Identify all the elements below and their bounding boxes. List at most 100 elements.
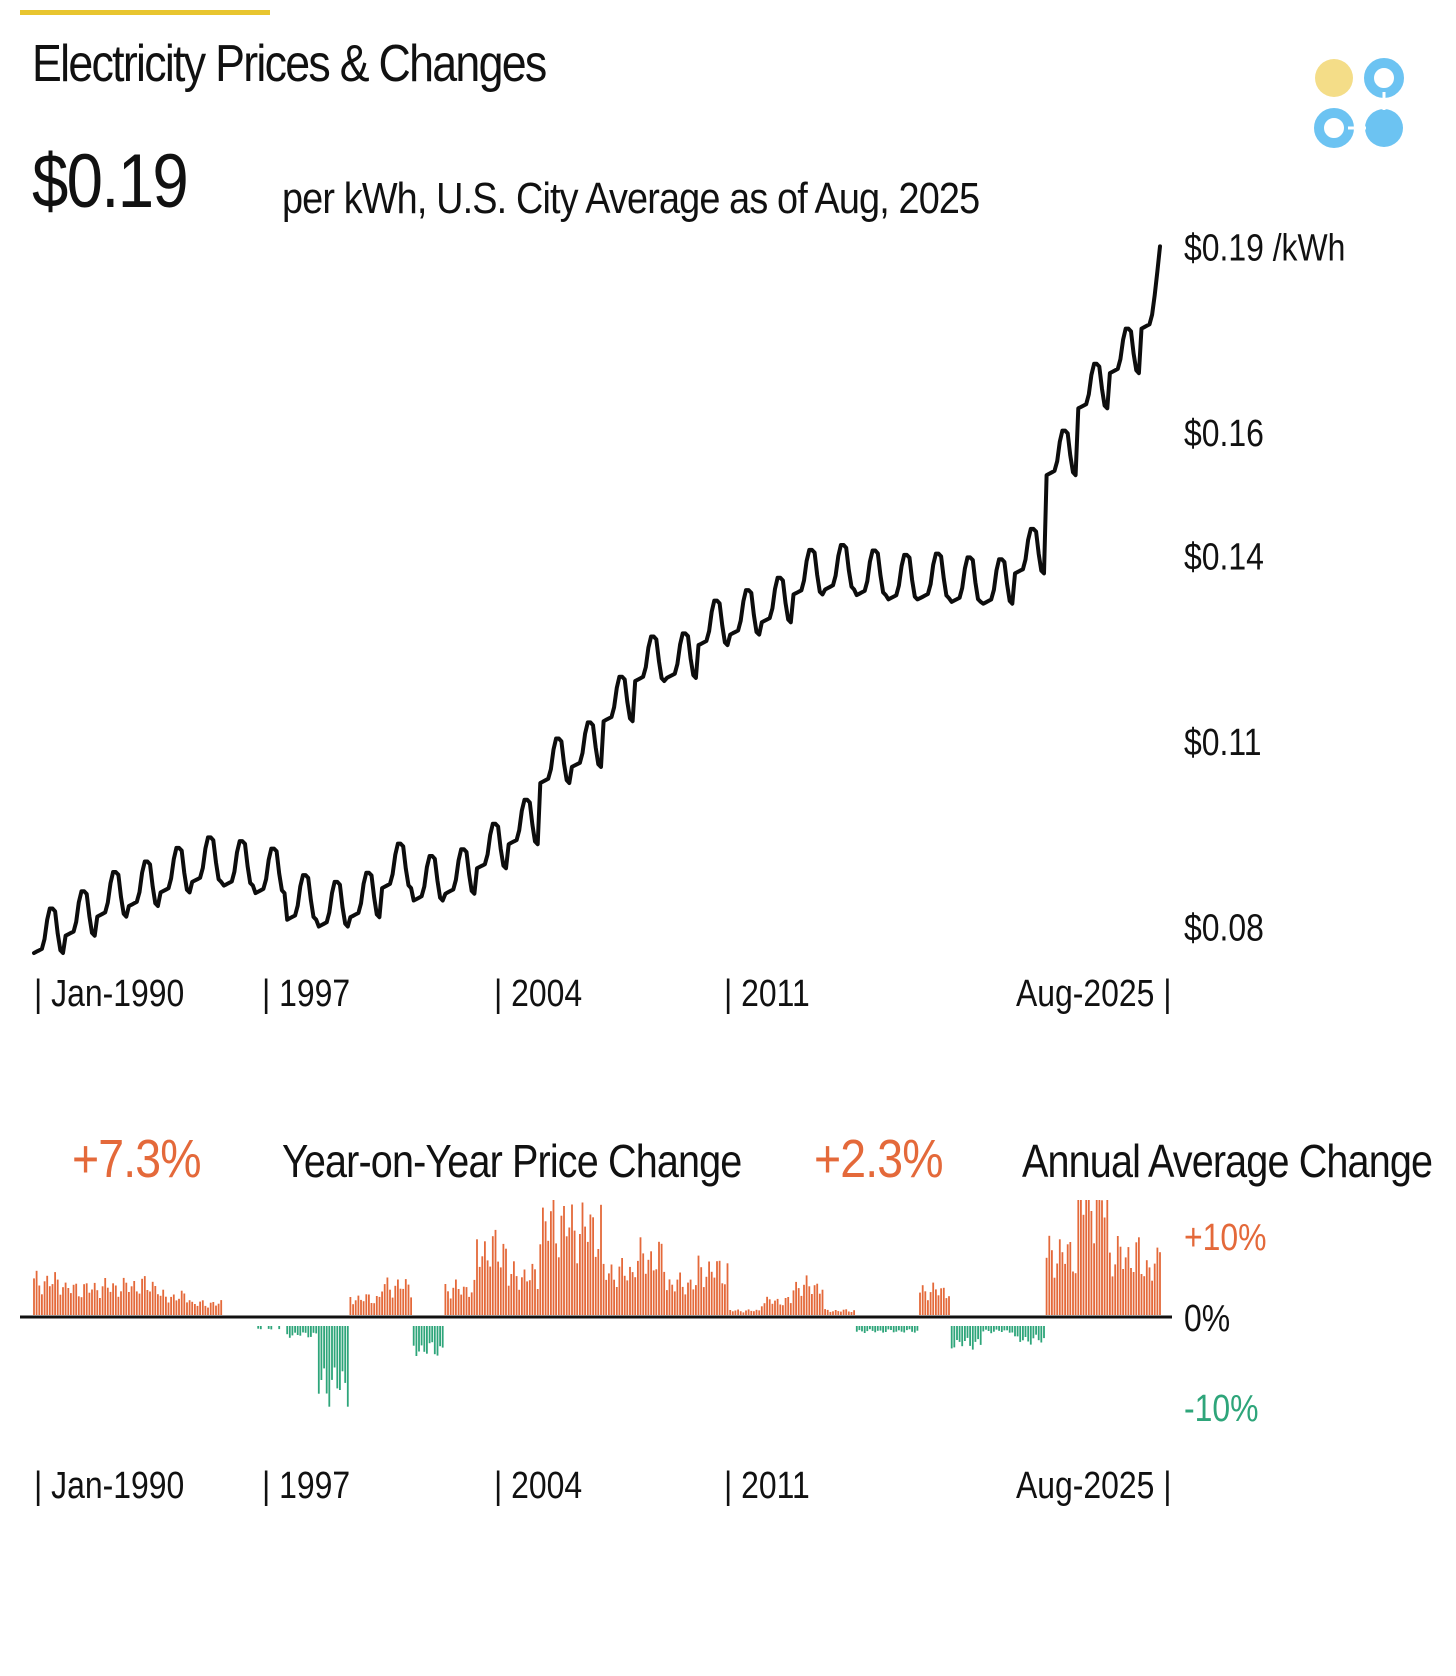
yoy-bar [143, 1276, 146, 1315]
yoy-bar [117, 1296, 120, 1315]
yoy-bar [974, 1326, 977, 1342]
accent-bar [20, 10, 270, 15]
yoy-bar [832, 1311, 834, 1315]
annual-change-label: Annual Average Change [1022, 1135, 1433, 1187]
yoy-bar [462, 1286, 465, 1315]
yoy-bar [874, 1326, 877, 1333]
four-circles-logo-icon [1314, 58, 1404, 148]
yoy-bar [586, 1241, 589, 1315]
yoy-bar [760, 1306, 763, 1315]
yoy-bar [368, 1294, 370, 1315]
yoy-bar [982, 1326, 985, 1332]
yoy-bar [1056, 1263, 1059, 1315]
yoy-bar [428, 1326, 431, 1344]
yoy-bar [755, 1309, 758, 1315]
yoy-bar [840, 1311, 842, 1315]
yoy-bar [945, 1298, 948, 1315]
yoy-bar [666, 1290, 668, 1315]
yoy-bar [1103, 1217, 1106, 1315]
yoy-bar [658, 1241, 660, 1315]
yoy-bar [903, 1326, 906, 1333]
yoy-bar [816, 1283, 819, 1315]
yoy-bar [357, 1295, 360, 1315]
yoy-bar [618, 1266, 621, 1315]
yoy-bar [465, 1287, 468, 1315]
yoy-bar [54, 1272, 56, 1315]
yoy-bar [478, 1266, 481, 1315]
yoy-bar [594, 1256, 597, 1315]
yoy-bar [317, 1326, 320, 1394]
yoy-bar [863, 1326, 866, 1333]
yoy-bar [72, 1284, 75, 1315]
yoy-bar [557, 1257, 560, 1315]
yoy-bar [315, 1326, 318, 1334]
yoy-bar [431, 1326, 434, 1343]
yoy-bar [964, 1326, 966, 1341]
chart-title: Electricity Prices & Changes [32, 35, 547, 93]
y-tick-label: $0.11 [1184, 721, 1261, 763]
yoy-bar [826, 1309, 829, 1315]
yoy-bar [808, 1286, 811, 1315]
yoy-bar [626, 1280, 629, 1315]
y-tick-label: $0.14 [1184, 536, 1264, 578]
yoy-bar [882, 1326, 884, 1333]
yoy-bar [900, 1326, 903, 1332]
yoy-bar [671, 1284, 674, 1315]
yoy-bar [589, 1214, 592, 1315]
yoy-bar [663, 1271, 666, 1315]
yoy-bar [191, 1301, 194, 1315]
yoy-bar [130, 1286, 133, 1315]
yoy-bar [592, 1217, 594, 1315]
yoy-bar [407, 1284, 410, 1315]
yoy-bar [979, 1326, 982, 1345]
yoy-bar [705, 1276, 708, 1315]
yoy-bar [212, 1302, 215, 1315]
yoy-bar [449, 1298, 452, 1315]
yoy-bar [1037, 1326, 1040, 1341]
yoy-bar [418, 1326, 420, 1352]
yoy-bar [1124, 1257, 1127, 1315]
yoy-bar [64, 1282, 67, 1315]
yoy-bar [1061, 1252, 1064, 1315]
x-tick-label: | Jan-1990 [34, 1464, 184, 1506]
yoy-bar [858, 1326, 861, 1331]
yoy-bar [861, 1326, 863, 1332]
yoy-bar [494, 1229, 497, 1315]
yoy-bar [1145, 1260, 1148, 1315]
yoy-bar [439, 1326, 441, 1347]
yoy-bar [544, 1221, 547, 1315]
yoy-bar [1156, 1247, 1159, 1315]
yoy-bar [1074, 1273, 1077, 1315]
yoy-bar [697, 1255, 700, 1315]
y-tick-label: $0.19 /kWh [1184, 230, 1345, 269]
yoy-bar [33, 1278, 35, 1315]
yoy-change-label: Year-on-Year Price Change [282, 1135, 742, 1187]
yoy-bar [360, 1299, 362, 1315]
yoy-bar [1048, 1235, 1051, 1315]
yoy-bar [1040, 1326, 1043, 1343]
yoy-bar [141, 1278, 143, 1315]
yoy-bar [966, 1326, 969, 1338]
yoy-bar [679, 1272, 681, 1315]
yoy-bar [1093, 1243, 1095, 1315]
yoy-bar [294, 1326, 296, 1333]
yoy-bar [948, 1296, 950, 1315]
yoy-bar [146, 1290, 149, 1315]
yoy-bar [629, 1266, 631, 1315]
yoy-bar [278, 1326, 281, 1330]
yoy-bar [884, 1326, 887, 1332]
yoy-bar [457, 1289, 460, 1315]
yoy-bar [304, 1326, 307, 1333]
yoy-bar [845, 1309, 848, 1315]
yoy-bar [921, 1285, 924, 1315]
yoy-bar [77, 1296, 80, 1315]
yoy-bar [178, 1298, 180, 1315]
yoy-bar [961, 1326, 964, 1347]
yoy-bar [349, 1297, 352, 1315]
yoy-bar [175, 1300, 178, 1315]
yoy-bar [876, 1326, 879, 1331]
yoy-bar [91, 1289, 93, 1315]
yoy-bar [336, 1326, 339, 1389]
yoy-bar [346, 1326, 349, 1407]
yoy-bar [325, 1326, 328, 1394]
